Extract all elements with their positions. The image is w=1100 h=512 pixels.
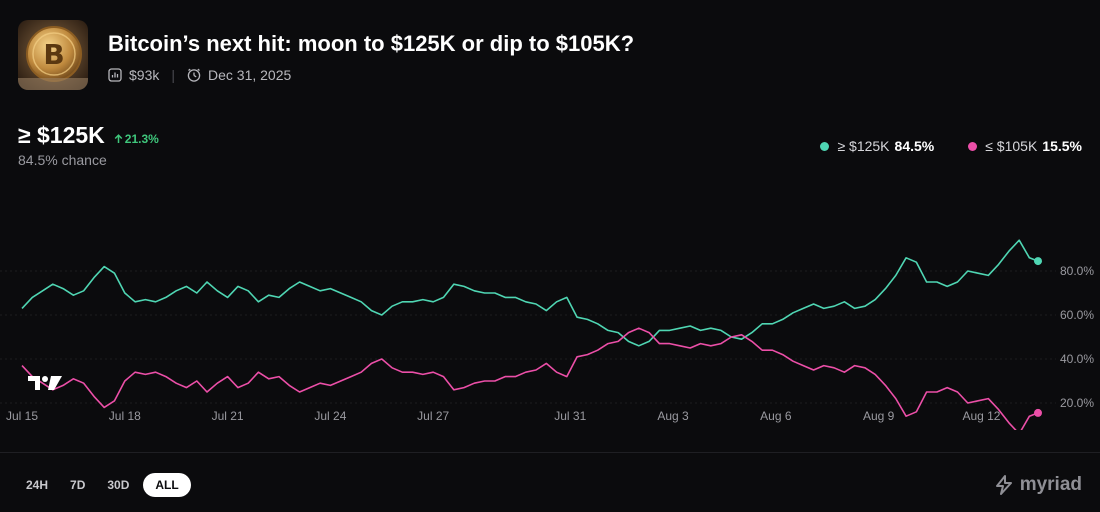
arrow-up-icon [114, 134, 123, 143]
legend-dot-high [820, 141, 830, 151]
y-tick-label: 40.0% [1060, 352, 1094, 366]
volume-value: $93k [129, 67, 160, 83]
footer-divider [0, 452, 1100, 453]
x-tick-label: Jul 24 [314, 409, 346, 423]
range-7d[interactable]: 7D [70, 478, 86, 492]
chart-legend: ≥ $125K 84.5% ≤ $105K 15.5% [786, 138, 1082, 154]
range-all[interactable]: ALL [143, 473, 191, 497]
x-tick-label: Aug 12 [962, 409, 1000, 423]
legend-item-low: ≤ $105K 15.5% [968, 138, 1082, 154]
legend-label-low: ≤ $105K [985, 138, 1038, 154]
tradingview-logo-icon [28, 376, 62, 390]
series-end-point-1 [1034, 408, 1043, 417]
x-tick-label: Aug 6 [760, 409, 792, 423]
bitcoin-coin-icon: B [18, 20, 88, 90]
x-tick-label: Jul 31 [554, 409, 586, 423]
series-line-0 [21, 239, 1039, 347]
series-line-1 [21, 327, 1039, 430]
range-30d[interactable]: 30D [107, 478, 130, 492]
leading-outcome: ≥ $125K 21.3% [18, 122, 159, 149]
legend-value-low: 15.5% [1042, 138, 1082, 154]
legend-value-high: 84.5% [894, 138, 935, 154]
legend-dot-low [968, 141, 978, 151]
x-tick-label: Jul 15 [6, 409, 38, 423]
volume-chart-icon [108, 68, 122, 82]
end-date: Dec 31, 2025 [208, 67, 292, 83]
meta-separator: | [171, 67, 175, 83]
market-thumbnail: B [18, 20, 88, 90]
market-meta: $93k | Dec 31, 2025 [108, 66, 291, 84]
legend-label-high: ≥ $125K [837, 138, 890, 154]
series-end-point-0 [1034, 257, 1043, 266]
change-value: 21.3% [124, 132, 159, 146]
x-tick-label: Aug 3 [657, 409, 689, 423]
x-tick-label: Aug 9 [863, 409, 895, 423]
y-tick-label: 80.0% [1060, 264, 1094, 278]
x-tick-label: Jul 18 [109, 409, 141, 423]
x-tick-label: Jul 27 [417, 409, 449, 423]
clock-icon [187, 68, 201, 82]
brand-logo: myriad [994, 474, 1082, 496]
probability-chart[interactable]: 20.0% 40.0% 60.0% 80.0% Jul 15 Jul 18 Jul 21 Ju… [0, 180, 1100, 430]
svg-text:B: B [43, 38, 64, 71]
legend-item-high: ≥ $125K 84.5% [820, 138, 934, 154]
outcome-label: ≥ $125K [18, 122, 105, 148]
chance-text: 84.5% chance [18, 152, 107, 168]
y-tick-label: 60.0% [1060, 308, 1094, 322]
y-tick-label: 20.0% [1060, 396, 1094, 410]
market-title: Bitcoin’s next hit: moon to $125K or dip… [108, 31, 635, 56]
x-tick-label: Jul 21 [212, 409, 244, 423]
myriad-logo-icon [995, 475, 1012, 495]
brand-name: myriad [1019, 474, 1082, 495]
change-badge: 21.3% [114, 132, 159, 146]
time-range-selector: 24H 7D 30D ALL [18, 473, 197, 497]
range-24h[interactable]: 24H [26, 478, 49, 492]
